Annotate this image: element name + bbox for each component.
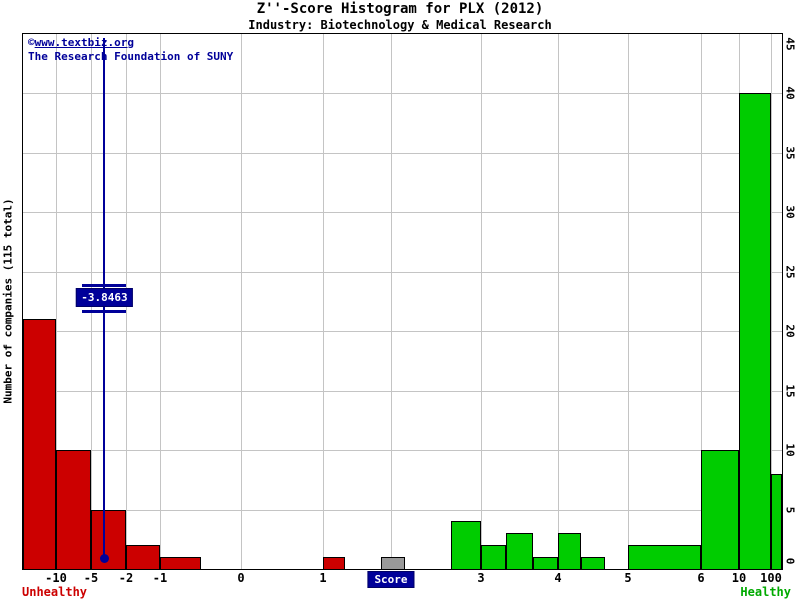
vertical-gridline: [628, 34, 629, 569]
histogram-bar: [581, 557, 605, 569]
watermark-organization: The Research Foundation of SUNY: [28, 50, 234, 63]
y-tick-label: 5: [783, 506, 797, 514]
y-axis-label: Number of companies (115 total): [1, 198, 15, 404]
vertical-gridline: [481, 34, 482, 569]
vertical-gridline: [558, 34, 559, 569]
y-tick-label: 25: [783, 265, 797, 279]
y-tick-label: 35: [783, 146, 797, 160]
horizontal-gridline: [23, 450, 782, 451]
x-tick-label: 5: [624, 571, 632, 585]
y-tick-label: 20: [783, 324, 797, 338]
histogram-bar: [56, 450, 91, 569]
x-tick-label: 0: [237, 571, 245, 585]
score-marker-crossbar-top: [82, 284, 127, 287]
y-tick-label: 0: [783, 557, 797, 565]
chart-title: Z''-Score Histogram for PLX (2012): [256, 1, 544, 17]
histogram-bar: [323, 557, 345, 569]
unhealthy-zone-label: Unhealthy: [22, 585, 88, 599]
histogram-bar: [506, 533, 533, 569]
vertical-gridline: [160, 34, 161, 569]
score-marker-crossbar-bottom: [82, 310, 127, 313]
x-tick-label: 100: [760, 571, 782, 585]
horizontal-gridline: [23, 272, 782, 273]
y-tick-label: 45: [783, 37, 797, 51]
y-tick-label: 15: [783, 384, 797, 398]
score-marker-dot: [100, 554, 110, 563]
plot-area: ©www.textbiz.org The Research Foundation…: [22, 33, 783, 570]
horizontal-gridline: [23, 391, 782, 392]
x-tick-label: -1: [152, 571, 168, 585]
watermark-site-link[interactable]: www.textbiz.org: [34, 36, 134, 49]
x-tick-label: -10: [45, 571, 67, 585]
horizontal-gridline: [23, 93, 782, 94]
y-tick-label: 30: [783, 205, 797, 219]
histogram-bar: [381, 557, 405, 569]
watermark: ©www.textbiz.org The Research Foundation…: [28, 36, 233, 64]
vertical-gridline: [323, 34, 324, 569]
y-tick-label: 10: [783, 443, 797, 457]
horizontal-gridline: [23, 510, 782, 511]
vertical-gridline: [241, 34, 242, 569]
chart-subtitle: Industry: Biotechnology & Medical Resear…: [248, 18, 552, 32]
watermark-site-line: ©www.textbiz.org: [28, 36, 233, 50]
horizontal-gridline: [23, 153, 782, 154]
x-tick-label: 1: [319, 571, 327, 585]
histogram-bar: [126, 545, 160, 569]
horizontal-gridline: [23, 331, 782, 332]
copyright-symbol: ©: [28, 36, 35, 49]
histogram-bar: [23, 319, 56, 569]
y-tick-label: 40: [783, 86, 797, 100]
vertical-gridline: [771, 34, 772, 569]
vertical-gridline: [391, 34, 392, 569]
x-tick-label: -5: [83, 571, 99, 585]
histogram-bar: [701, 450, 739, 569]
healthy-zone-label: Healthy: [740, 585, 791, 599]
histogram-bar: [481, 545, 506, 569]
histogram-bar: [160, 557, 201, 569]
histogram-bar: [451, 521, 481, 569]
x-tick-label: 4: [554, 571, 562, 585]
histogram-bar: [739, 93, 771, 569]
x-tick-label: 6: [697, 571, 705, 585]
x-axis-title: Score: [374, 573, 408, 586]
x-tick-label: 10: [731, 571, 747, 585]
histogram-bar: [533, 557, 558, 569]
histogram-bar: [771, 474, 782, 569]
horizontal-gridline: [23, 212, 782, 213]
vertical-gridline: [701, 34, 702, 569]
histogram-bar: [628, 545, 701, 569]
score-marker-value-label: -3.8463: [76, 288, 133, 307]
vertical-gridline: [56, 34, 57, 569]
x-tick-label: 3: [477, 571, 485, 585]
histogram-bar: [558, 533, 581, 569]
x-tick-label: -2: [118, 571, 134, 585]
x-axis-title-box: Score: [367, 571, 415, 588]
